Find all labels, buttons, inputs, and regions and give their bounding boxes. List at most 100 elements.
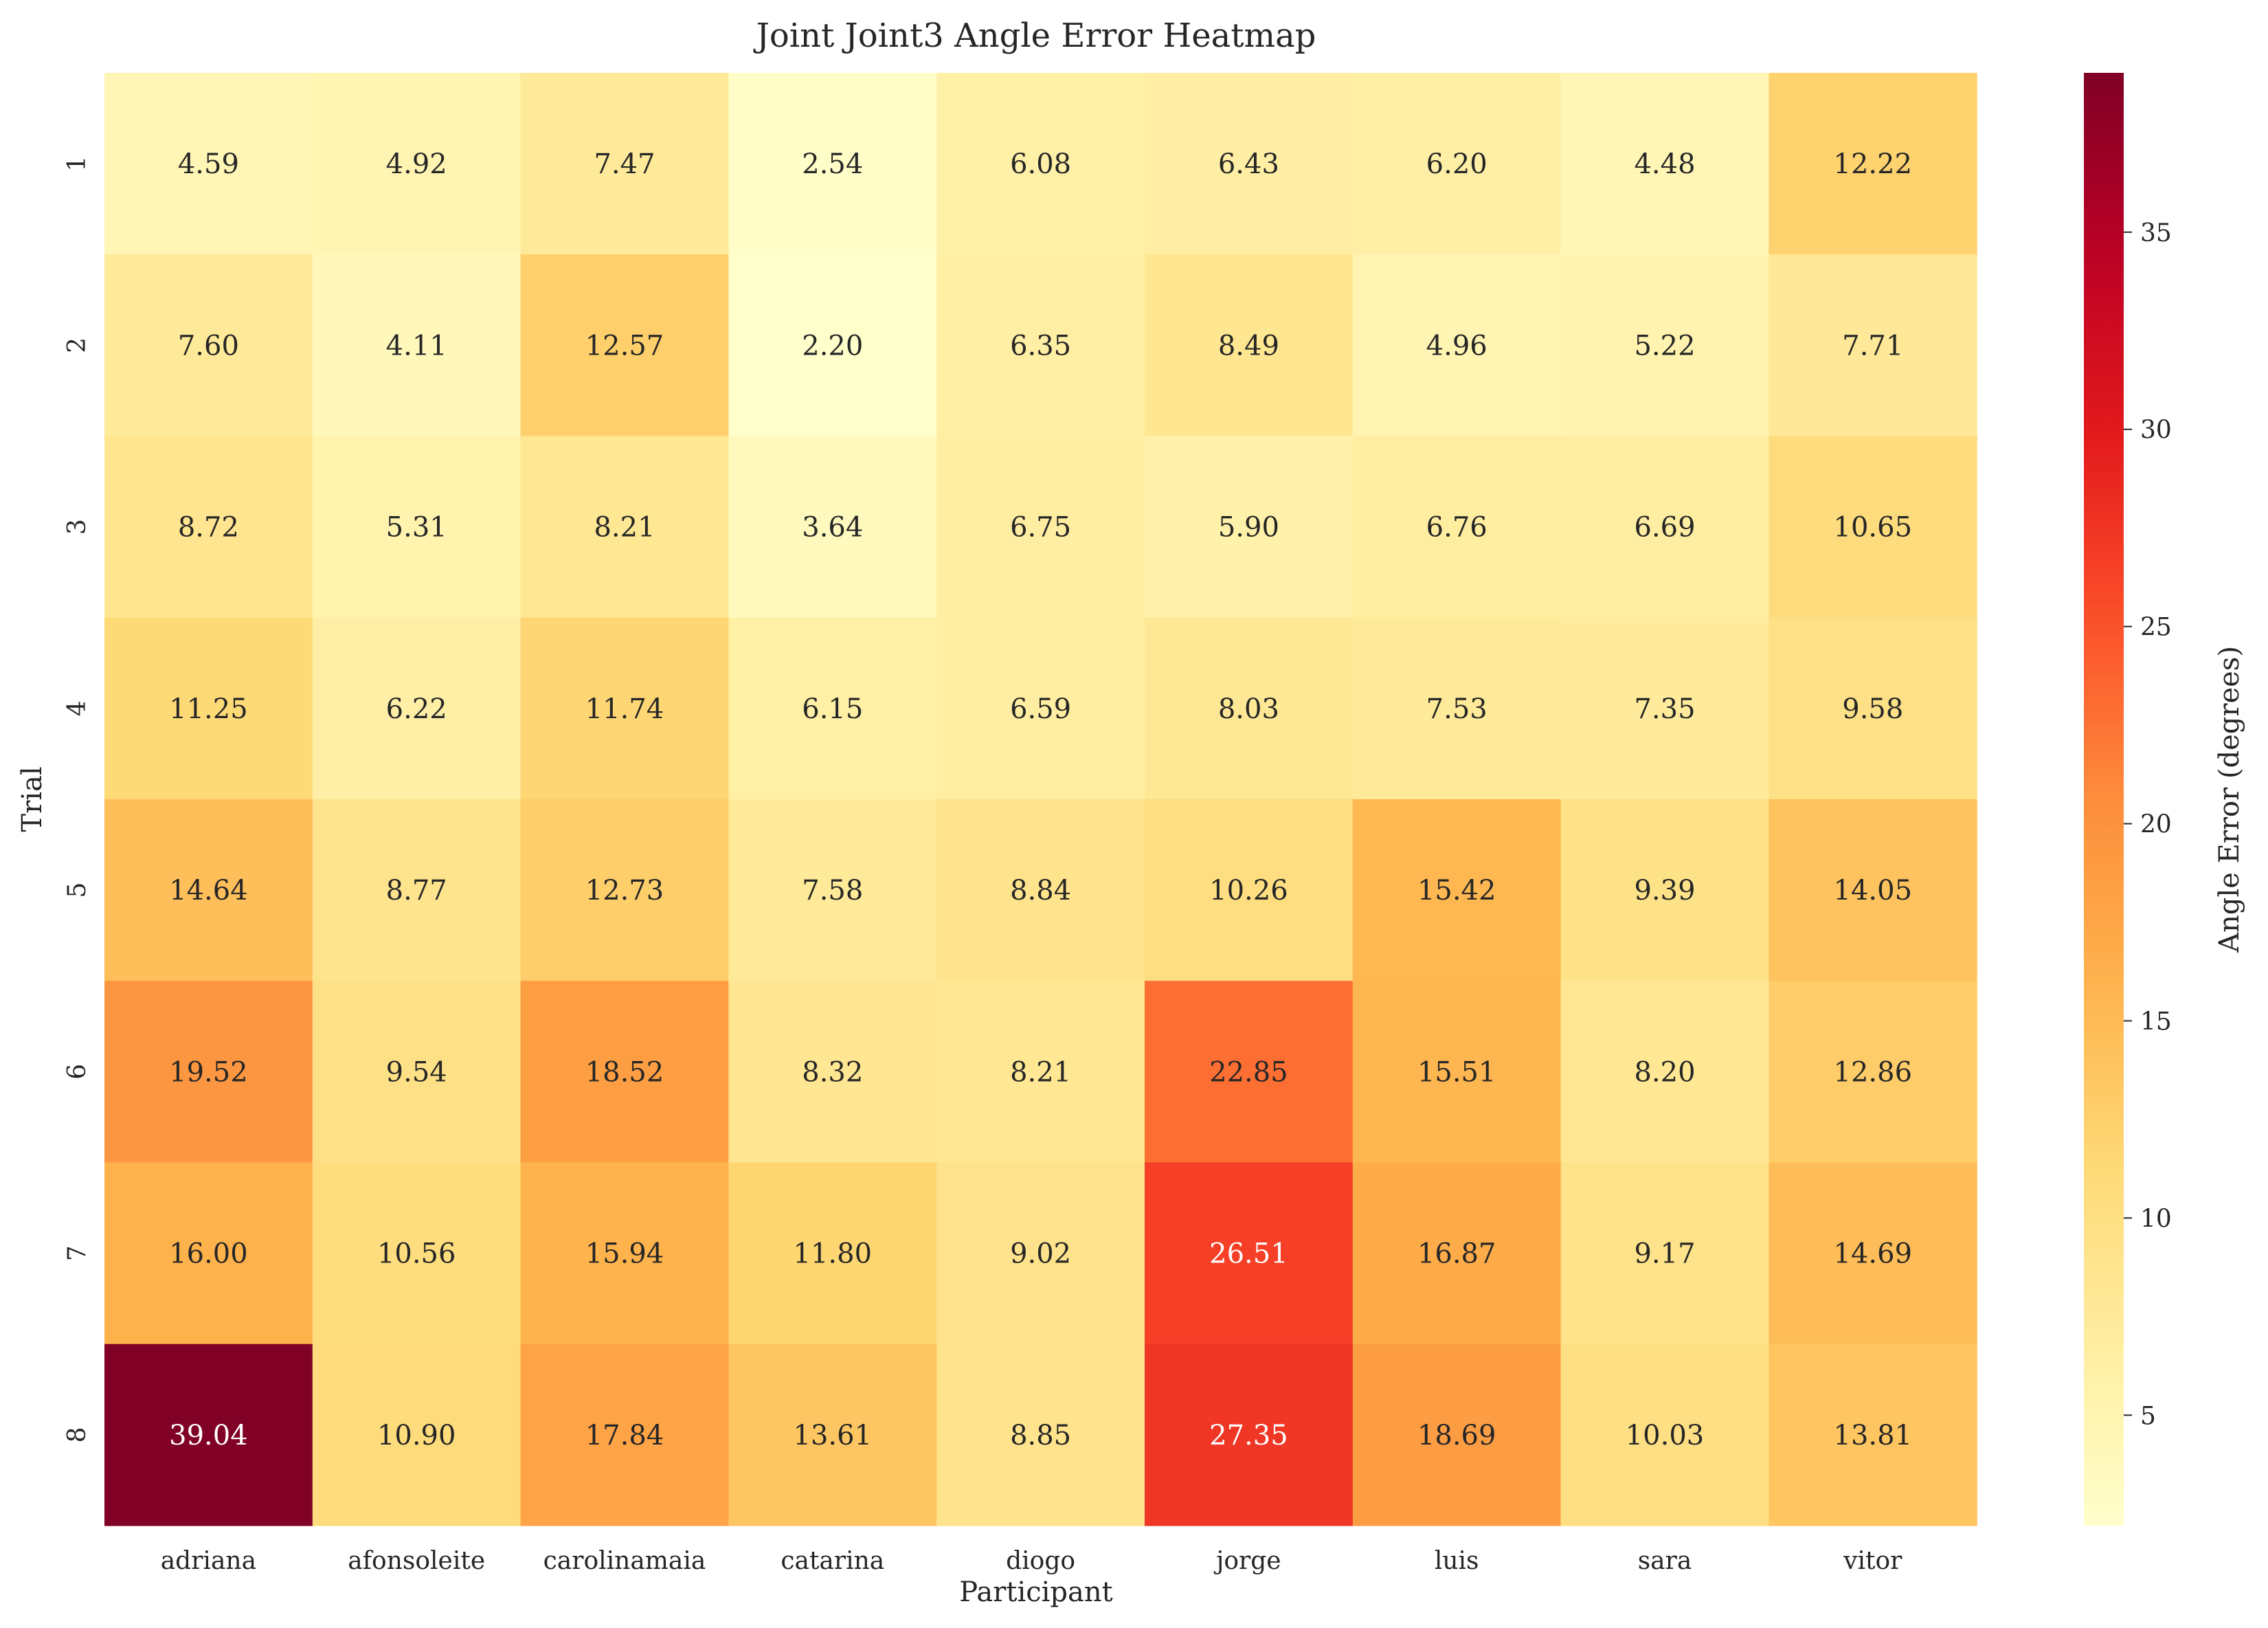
heatmap-cell (520, 981, 729, 1163)
x-tick-label: catarina (781, 1547, 884, 1575)
y-tick-label: 3 (63, 519, 91, 535)
cell-value-label: 15.94 (585, 1238, 664, 1270)
cell-value-label: 15.42 (1417, 875, 1496, 906)
x-tick-label: vitor (1843, 1547, 1902, 1575)
heatmap-cell (1145, 799, 1354, 981)
heatmap-cell (1769, 799, 1977, 981)
heatmap-cell (520, 436, 729, 618)
cell-value-label: 17.84 (585, 1420, 664, 1451)
x-tick-label: afonsoleite (348, 1547, 485, 1575)
cell-value-label: 6.08 (1010, 148, 1071, 180)
heatmap-cell (1352, 1162, 1562, 1345)
cell-value-label: 8.49 (1218, 330, 1279, 361)
heatmap-cell (1560, 73, 1769, 255)
x-tick-label: carolinamaia (543, 1547, 706, 1575)
cell-value-label: 19.52 (169, 1056, 248, 1088)
cell-value-label: 27.35 (1209, 1420, 1288, 1451)
heatmap-cell (1560, 1343, 1769, 1526)
y-tick-label: 6 (63, 1064, 91, 1080)
cell-value-label: 7.71 (1842, 330, 1903, 361)
heatmap-cell (1769, 981, 1977, 1163)
heatmap-cell (520, 1162, 729, 1345)
y-tick-label: 5 (63, 882, 91, 898)
heatmap-cell (936, 617, 1145, 800)
heatmap-cell (936, 73, 1145, 255)
heatmap-cell (1352, 436, 1562, 618)
heatmap-cell (936, 799, 1145, 981)
cell-value-label: 6.76 (1426, 512, 1487, 544)
heatmap-cell (104, 1343, 313, 1526)
cell-value-label: 7.60 (178, 330, 239, 361)
cell-value-label: 11.80 (794, 1238, 873, 1270)
cell-value-label: 10.56 (377, 1238, 456, 1270)
heatmap-cell (1560, 799, 1769, 981)
cell-value-label: 14.05 (1834, 875, 1913, 906)
heatmap-cell (728, 436, 937, 618)
heatmap-cell (1769, 1162, 1977, 1345)
cell-value-label: 12.73 (585, 875, 664, 906)
heatmap-cell (728, 1162, 937, 1345)
colorbar-tick-label: 35 (2140, 219, 2172, 247)
heatmap-cell (728, 981, 937, 1163)
cell-value-label: 4.11 (386, 330, 447, 361)
heatmap-cells: 4.59 4.92 7.47 2.54 6.08 6.43 6.20 4.48 12.22 7.6… (104, 73, 1977, 1526)
cell-value-label: 9.39 (1634, 875, 1695, 906)
cell-value-label: 5.22 (1634, 330, 1695, 361)
x-tick-label: adriana (161, 1547, 256, 1575)
colorbar-tick-label: 30 (2140, 416, 2172, 445)
heatmap-cell (104, 981, 313, 1163)
heatmap-cell (520, 799, 729, 981)
heatmap-cell (1769, 436, 1977, 618)
cell-value-label: 10.03 (1626, 1420, 1705, 1451)
cell-value-label: 8.21 (594, 512, 655, 544)
cell-value-label: 6.20 (1426, 148, 1487, 180)
y-axis-label: Trial (16, 766, 48, 832)
y-tick-label: 7 (63, 1245, 91, 1261)
cell-value-label: 14.69 (1834, 1238, 1913, 1270)
cell-value-label: 6.22 (386, 693, 447, 725)
heatmap-cell (104, 617, 313, 800)
y-tick-label: 4 (63, 700, 91, 716)
cell-value-label: 12.86 (1834, 1056, 1913, 1088)
heatmap-cell (1145, 436, 1354, 618)
cell-value-label: 3.64 (802, 512, 863, 544)
heatmap-cell (1769, 617, 1977, 800)
cell-value-label: 8.21 (1010, 1056, 1071, 1088)
cell-value-label: 22.85 (1209, 1056, 1288, 1088)
cell-value-label: 7.53 (1426, 693, 1487, 725)
y-tick-label: 1 (63, 156, 91, 172)
heatmap-cell (1145, 617, 1354, 800)
cell-value-label: 8.72 (178, 512, 239, 544)
cell-value-label: 6.75 (1010, 512, 1071, 544)
cell-value-label: 2.54 (802, 148, 863, 180)
colorbar-tick-label: 15 (2140, 1007, 2172, 1036)
heatmap-cell (104, 254, 313, 437)
x-axis-label: Participant (959, 1576, 1112, 1608)
heatmap-cell (728, 1343, 937, 1526)
cell-value-label: 18.69 (1417, 1420, 1496, 1451)
cell-value-label: 7.47 (594, 148, 655, 180)
heatmap-cell (936, 981, 1145, 1163)
cell-value-label: 7.58 (802, 875, 863, 906)
heatmap-cell (520, 1343, 729, 1526)
cell-value-label: 9.54 (386, 1056, 447, 1088)
heatmap-cell (312, 617, 521, 800)
cell-value-label: 6.59 (1010, 693, 1071, 725)
cell-value-label: 9.17 (1634, 1238, 1695, 1270)
cell-value-label: 10.90 (377, 1420, 456, 1451)
heatmap-cell (1560, 617, 1769, 800)
cell-value-label: 18.52 (585, 1056, 664, 1088)
cell-value-label: 12.57 (585, 330, 664, 361)
cell-value-label: 14.64 (169, 875, 248, 906)
heatmap-cell (312, 73, 521, 255)
heatmap-cell (520, 617, 729, 800)
heatmap-cell (936, 436, 1145, 618)
chart-title: Joint Joint3 Angle Error Heatmap (753, 16, 1316, 55)
cell-value-label: 8.84 (1010, 875, 1071, 906)
x-tick-label: jorge (1213, 1547, 1281, 1575)
heatmap-cell (728, 73, 937, 255)
y-tick-label: 8 (63, 1427, 91, 1442)
cell-value-label: 8.85 (1010, 1420, 1071, 1451)
heatmap-cell (520, 73, 729, 255)
cell-value-label: 5.31 (386, 512, 447, 544)
